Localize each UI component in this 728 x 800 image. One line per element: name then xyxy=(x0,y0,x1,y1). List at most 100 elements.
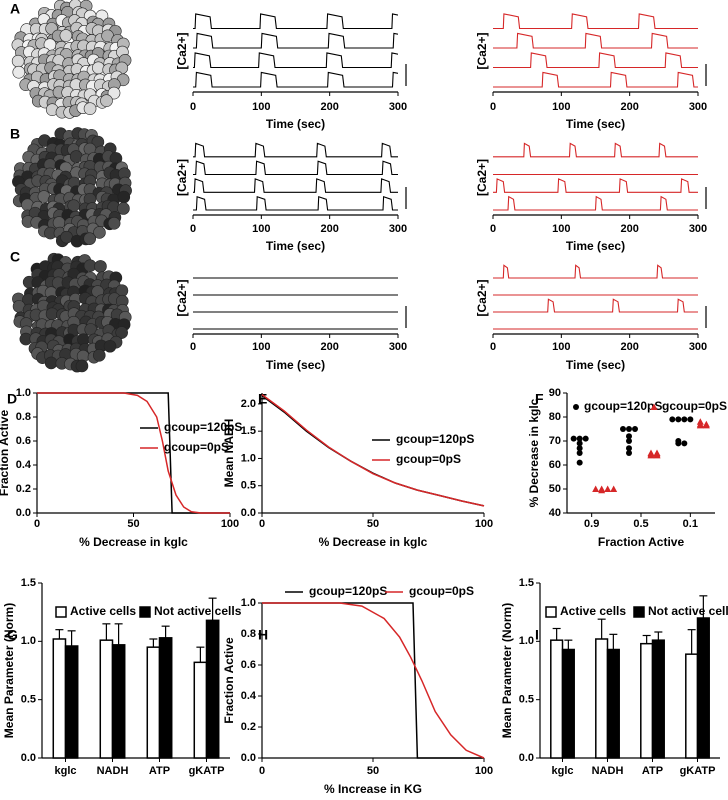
marker xyxy=(653,451,661,459)
cell xyxy=(44,356,58,370)
x-tick-label: kglc xyxy=(54,765,76,777)
legend-label: gcoup=120pS xyxy=(164,420,242,434)
marker xyxy=(582,435,589,442)
x-axis-label: Time (sec) xyxy=(566,239,625,253)
trace-line xyxy=(493,71,698,88)
bar xyxy=(561,648,575,759)
y-axis-label: Fraction Active xyxy=(222,637,236,724)
y-axis-label: % Decrease in kglc xyxy=(527,398,541,507)
trace-line xyxy=(493,32,698,49)
y-tick-label: 0.5 xyxy=(241,480,256,492)
bar xyxy=(193,661,208,759)
marker xyxy=(626,426,632,432)
error-bar xyxy=(609,633,618,650)
x-axis-label: % Decrease in kglc xyxy=(319,535,428,549)
trace-line xyxy=(493,178,698,193)
cell xyxy=(107,86,121,100)
x-tick-label: 300 xyxy=(389,223,407,235)
legend-label: gcoup=120pS xyxy=(584,399,662,413)
marker xyxy=(681,440,688,447)
trace-line xyxy=(193,178,398,193)
legend-label: gcoup=120pS xyxy=(396,432,474,446)
trace-line xyxy=(493,298,698,313)
x-tick-label: 300 xyxy=(689,223,707,235)
trace-line xyxy=(493,52,698,69)
marker xyxy=(576,435,583,442)
y-tick-label: 0.4 xyxy=(16,459,32,471)
y-tick-label: 0.0 xyxy=(241,507,256,519)
x-tick-label: 0 xyxy=(259,765,265,777)
marker xyxy=(647,451,655,459)
x-tick-label: NADH xyxy=(592,765,624,777)
x-tick-label: 100 xyxy=(252,101,270,113)
y-tick-label: 50 xyxy=(549,483,561,495)
bar xyxy=(640,642,654,759)
y-axis-label: Mean Parameter (Norm) xyxy=(2,603,16,738)
y-tick-label: 0.0 xyxy=(519,752,534,764)
x-tick-label: 300 xyxy=(689,101,707,113)
x-tick-label: 50 xyxy=(127,518,139,530)
panel-letter: E xyxy=(258,391,267,407)
x-tick-label: 50 xyxy=(367,518,379,530)
bar xyxy=(64,645,79,759)
y-tick-label: 0.0 xyxy=(16,507,31,519)
cell xyxy=(100,94,113,108)
x-tick-label: ATP xyxy=(642,765,663,777)
x-tick-label: kglc xyxy=(551,765,573,777)
line xyxy=(262,602,485,759)
marker xyxy=(573,404,579,410)
x-tick-label: 200 xyxy=(320,341,338,353)
error-bar xyxy=(149,638,158,648)
marker xyxy=(576,440,583,447)
legend-label: Active cells xyxy=(560,604,626,618)
cell-cluster xyxy=(12,127,132,248)
x-axis-label: Fraction Active xyxy=(598,535,685,549)
error-bar xyxy=(102,623,111,641)
cell xyxy=(94,260,107,273)
x-tick-label: 200 xyxy=(620,341,638,353)
cell xyxy=(117,190,131,204)
trace-line xyxy=(193,142,398,158)
y-tick-label: 40 xyxy=(549,507,561,519)
panel-letter: F xyxy=(535,391,544,407)
line xyxy=(37,392,230,514)
error-bar xyxy=(208,597,217,621)
x-axis-label: Time (sec) xyxy=(566,117,625,131)
marker xyxy=(669,416,676,423)
error-bar xyxy=(196,646,205,663)
cell xyxy=(103,339,117,353)
bar xyxy=(651,639,665,759)
y-tick-label: 60 xyxy=(549,459,561,471)
x-axis-label: Time (sec) xyxy=(266,239,325,253)
x-axis-label: Time (sec) xyxy=(266,358,325,372)
panel-letter: A xyxy=(10,1,20,17)
legend-swatch xyxy=(545,606,557,618)
y-axis-label: [Ca2+] xyxy=(175,279,189,316)
x-tick-label: 0 xyxy=(490,101,496,113)
y-tick-label: 2.0 xyxy=(241,398,256,410)
trace-line xyxy=(493,264,698,279)
bar xyxy=(595,638,609,759)
y-axis-label: Mean NADH xyxy=(222,419,236,488)
bar xyxy=(99,639,114,759)
legend-label: gcoup=0pS xyxy=(409,584,474,598)
x-tick-label: ATP xyxy=(149,765,170,777)
x-tick-label: 200 xyxy=(620,101,638,113)
y-tick-label: 70 xyxy=(549,435,561,447)
y-tick-label: 1.0 xyxy=(16,387,31,399)
y-tick-label: 1.0 xyxy=(241,452,256,464)
y-tick-label: 0.0 xyxy=(21,752,36,764)
x-tick-label: 200 xyxy=(320,101,338,113)
x-tick-label: 100 xyxy=(252,223,270,235)
y-tick-label: 0.2 xyxy=(16,483,31,495)
y-tick-label: 0.6 xyxy=(241,659,256,671)
x-axis-label: % Increase in KG xyxy=(324,782,422,796)
line xyxy=(261,395,485,507)
legend-label: gcoup=0pS xyxy=(164,440,229,454)
x-tick-label: NADH xyxy=(97,765,129,777)
legend-label: gcoup=0pS xyxy=(662,399,727,413)
legend-label: gcoup=120pS xyxy=(309,584,387,598)
x-axis-label: Time (sec) xyxy=(266,117,325,131)
cell xyxy=(59,29,73,42)
bar xyxy=(550,639,564,759)
